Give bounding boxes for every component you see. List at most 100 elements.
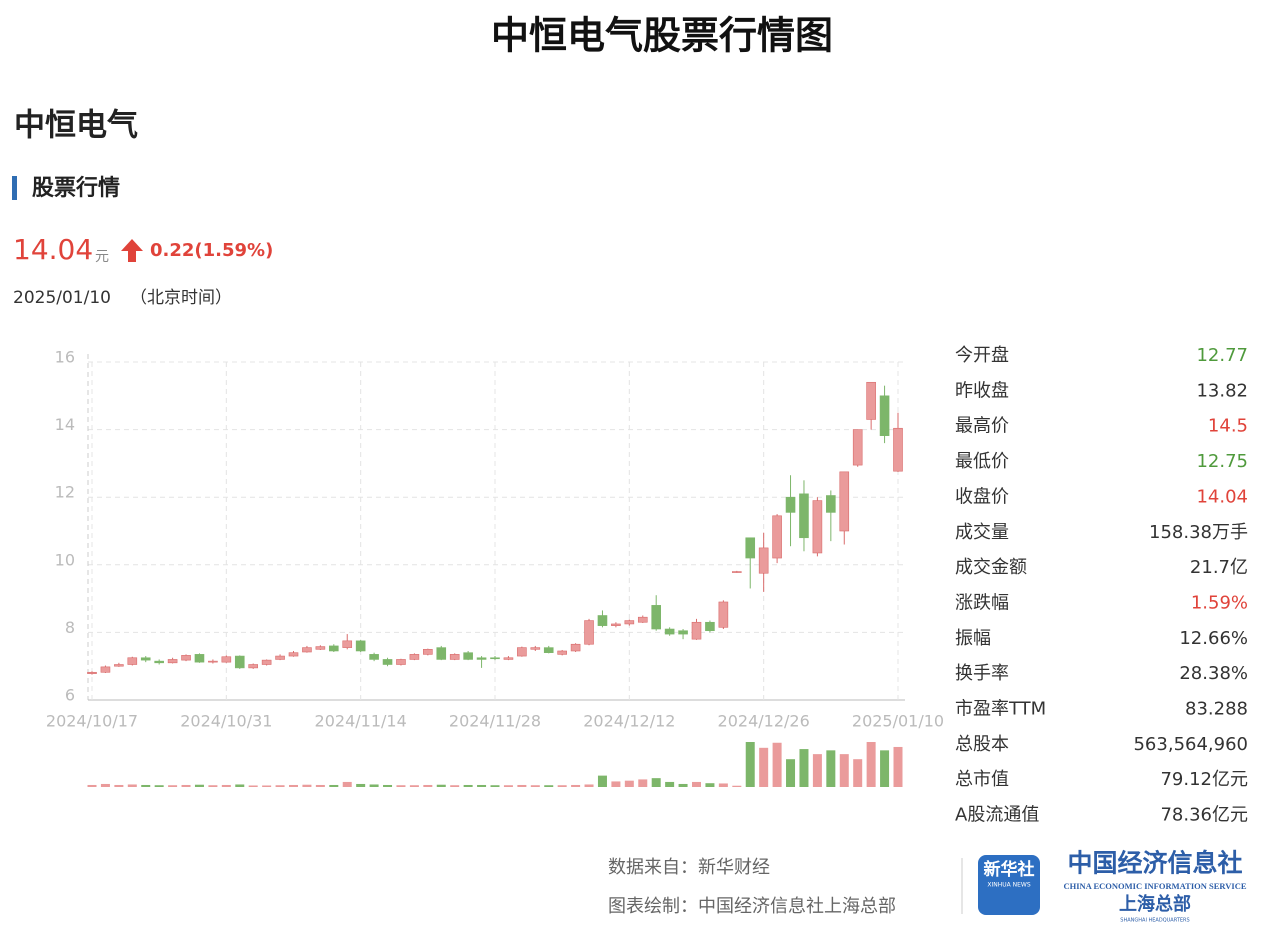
- stat-value: 12.66%: [1179, 628, 1248, 649]
- volume-bar: [759, 747, 769, 787]
- volume-bar: [839, 754, 849, 787]
- volume-bar: [611, 781, 621, 787]
- candle-body: [100, 666, 111, 673]
- x-tick-label: 2024/12/12: [583, 712, 675, 731]
- candle-body: [221, 656, 232, 663]
- volume-bar: [866, 742, 876, 787]
- volume-bar: [853, 759, 863, 787]
- candle-body: [503, 657, 514, 660]
- chart: 6 8 10 12 14 16 2024/10/17 2024/10/31 2024/11/14…: [46, 348, 944, 787]
- candle-body: [893, 427, 903, 472]
- volume-bar: [356, 783, 366, 787]
- candle-body: [342, 640, 353, 648]
- stat-value: 79.12亿元: [1160, 769, 1248, 790]
- volume-bar: [678, 783, 688, 787]
- volume-bar: [100, 783, 110, 787]
- candle-body: [517, 647, 527, 657]
- stat-value: 13.82: [1196, 380, 1248, 401]
- candle-body: [852, 429, 863, 466]
- candle-body: [543, 647, 554, 653]
- candle-body: [826, 495, 836, 513]
- candle-body: [705, 621, 715, 632]
- stat-label: 总股本: [955, 734, 1009, 755]
- org-cn: 中国经济信息社: [1067, 849, 1242, 878]
- candle-body: [664, 628, 675, 635]
- candle-body: [597, 615, 608, 626]
- y-tick-label: 14: [55, 415, 75, 434]
- stat-value: 14.04: [1196, 486, 1248, 507]
- volume-bar: [893, 746, 903, 787]
- volume-bar: [315, 784, 325, 787]
- candle-body: [127, 657, 138, 665]
- candle-body: [167, 659, 178, 664]
- volume-bar: [557, 785, 567, 787]
- stat-label: 涨跌幅: [955, 592, 1009, 613]
- candle-body: [839, 471, 850, 532]
- branch-en: SHANGHAI HEADQUARTERS: [1120, 918, 1189, 924]
- candle-body: [181, 655, 191, 661]
- y-tick-label: 6: [65, 686, 75, 705]
- page-title: 中恒电气股票行情图: [491, 14, 833, 58]
- stock-name: 中恒电气: [14, 108, 138, 144]
- volume-bar: [275, 785, 285, 787]
- volume-bar: [584, 784, 594, 787]
- volume-bar: [302, 784, 312, 787]
- volume-bar: [799, 749, 809, 787]
- volume-bar: [544, 785, 554, 787]
- candle-body: [611, 623, 621, 626]
- volume-bar: [692, 781, 701, 787]
- candle-body: [584, 620, 594, 645]
- stat-value: 21.7亿: [1190, 557, 1248, 578]
- volume-bar: [826, 750, 836, 787]
- candle-body: [691, 621, 702, 640]
- volume-bar: [880, 750, 890, 787]
- stat-value: 158.38万手: [1149, 522, 1248, 543]
- candle-body: [718, 601, 729, 628]
- volume-bar: [624, 780, 634, 787]
- x-tick-label: 2024/11/28: [449, 712, 541, 731]
- candle-body: [328, 645, 339, 652]
- candle-body: [651, 605, 662, 630]
- candle-body: [234, 655, 245, 669]
- x-tick-label: 2025/01/10: [852, 712, 944, 731]
- candle-body: [758, 547, 769, 574]
- candle-body: [624, 620, 635, 625]
- price-unit: 元: [95, 249, 109, 265]
- candle-body: [114, 664, 124, 667]
- candle-body: [382, 659, 393, 665]
- volume-bar: [503, 785, 513, 787]
- volume-bar: [181, 784, 191, 787]
- x-tick-label: 2024/10/31: [180, 712, 272, 731]
- volume-bar: [289, 784, 298, 787]
- candle-body: [678, 630, 688, 635]
- candle-body: [637, 616, 648, 623]
- x-tick-label: 2024/11/14: [315, 712, 407, 731]
- volume-bar: [732, 785, 742, 787]
- y-tick-label: 8: [65, 618, 75, 637]
- volume-bar: [517, 784, 527, 787]
- volume-bar: [571, 784, 581, 787]
- maker: 图表绘制：中国经济信息社上海总部: [608, 896, 896, 917]
- volume-bar: [638, 779, 648, 787]
- stat-label: 换手率: [955, 663, 1009, 684]
- volume-bar: [772, 742, 782, 787]
- candle-body: [87, 671, 97, 674]
- candle-body: [745, 537, 756, 559]
- candle-body: [261, 659, 272, 665]
- candle-body: [248, 664, 258, 669]
- stat-label: 收盘价: [955, 486, 1009, 507]
- volume-bar: [342, 781, 352, 787]
- up-arrow: [121, 239, 143, 262]
- timezone: （北京时间）: [130, 288, 232, 308]
- org-en: CHINA ECONOMIC INFORMATION SERVICE: [1063, 881, 1246, 891]
- candle-body: [476, 657, 487, 660]
- stat-value: 12.75: [1196, 451, 1248, 472]
- stat-label: 最高价: [955, 416, 1009, 437]
- volume-bar: [262, 785, 272, 787]
- logo-cn: 新华社: [984, 859, 1035, 880]
- candle-body: [302, 647, 312, 653]
- candle-body: [731, 571, 742, 573]
- candle-body: [409, 654, 420, 660]
- candle-body: [355, 640, 366, 652]
